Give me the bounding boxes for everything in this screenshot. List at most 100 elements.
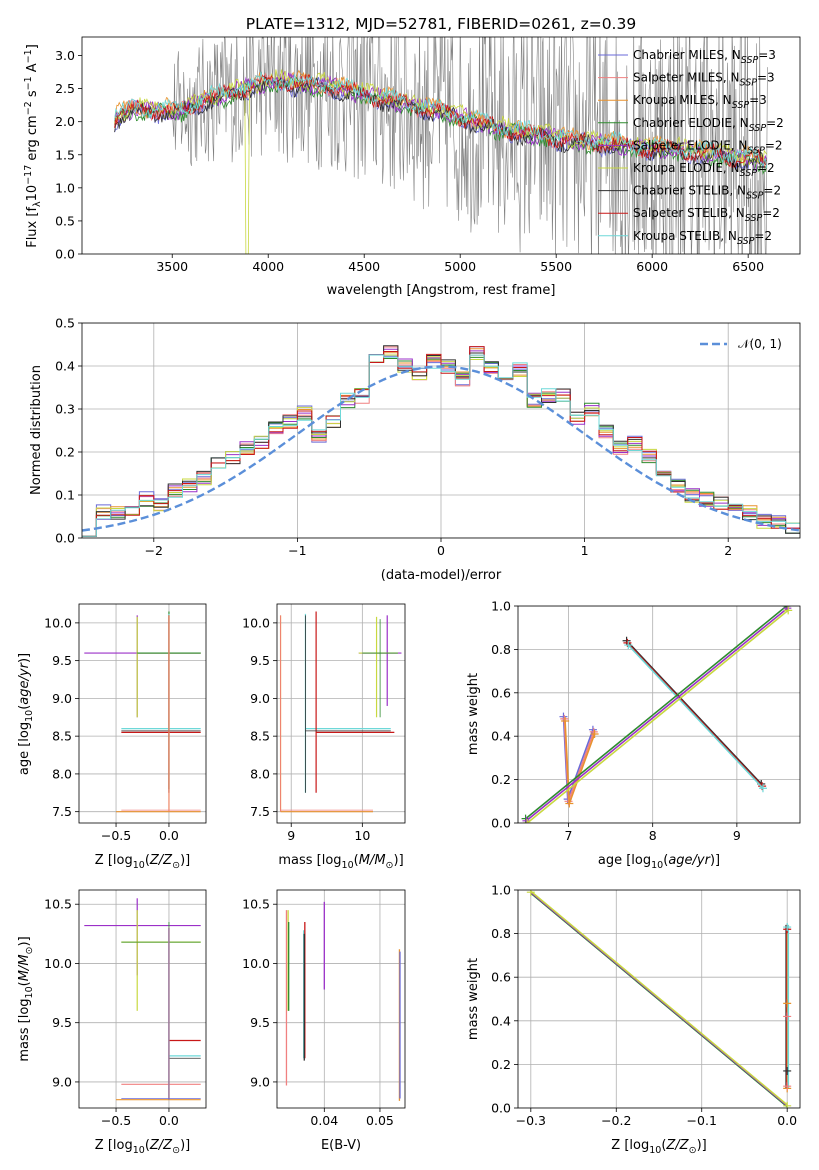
x-axis-label-part: Z/Z [149,1138,173,1153]
y-tick-label: 9.0 [52,1074,72,1089]
x-tick-label: 3500 [156,259,188,274]
x-tick-label: 9 [287,828,295,843]
weight-line-chabrier-elodie [526,606,787,819]
x-axis-label: wavelength [Angstrom, rest frame] [327,283,556,298]
y-axis-label-part: ] [25,44,40,49]
x-tick-label: 1 [581,543,589,558]
weight-line-kroupa-stelib [628,645,763,788]
y-tick-label: 0.8 [491,926,511,941]
legend-label-part: Chabrier STELIB, N [633,184,746,198]
y-axis-label-part: 10 [24,710,35,722]
legend-label: Chabrier STELIB, NSSP​=2 [633,184,781,202]
legend-label-part: =3 [749,93,767,107]
weight-point-marker [565,799,573,807]
weight-line-chabrier-stelib [627,641,762,784]
y-axis-label-part: A [25,63,40,76]
x-axis-label-part: Z/Z [665,1138,689,1153]
y-tick-label: 0.0 [55,531,75,546]
y-tick-label: 10.0 [44,615,72,630]
residuals-panel: −2−10120.00.10.20.30.40.5 [55,316,800,559]
residuals-panel-plot-area [82,323,800,538]
y-tick-label: 7.5 [52,804,72,819]
weight-point-marker [783,923,791,931]
x-tick-label: 5500 [540,259,572,274]
y-tick-label: 10.0 [242,615,270,630]
x-axis-label-part: )] [697,1138,707,1153]
weight-vs-age-panel: 7890.00.20.40.60.81.0 [491,599,800,844]
axes-frame [79,604,206,823]
x-axis-label-part: ⊙ [172,860,180,871]
x-tick-label: 5000 [444,259,476,274]
mass-vs-ebv-panel: 0.040.059.09.510.010.5 [242,890,405,1128]
y-tick-label: 7.5 [250,804,270,819]
weight-point-marker [783,1082,791,1090]
y-tick-label: 9.5 [52,653,72,668]
x-tick-label: −0.5 [101,1113,131,1128]
legend-label-part: Kroupa ELODIE, N [633,161,740,175]
x-tick-label: 0.04 [310,1113,338,1128]
y-tick-label: 1.0 [55,180,75,195]
legend-label-part: SSP [741,55,759,66]
legend-label-part: Chabrier MILES, N [633,48,741,62]
x-axis-label-part: Z/Z [149,853,173,868]
y-axis-label: Normed distribution [29,365,44,495]
x-axis-label-part: Z [log [95,1138,133,1153]
x-axis-label: age [log10​(age/yr)] [598,853,720,871]
y-tick-label: 0.5 [55,316,75,331]
y-tick-label: 9.5 [250,653,270,668]
age-vs-z-panel: −0.50.07.58.08.59.09.510.0 [44,604,206,843]
legend-label: Kroupa MILES, NSSP​=3 [633,93,767,111]
y-tick-label: 0.4 [491,729,511,744]
y-axis-label-part: mass [log [17,998,32,1061]
legend-label-part: SSP [737,236,755,247]
weight-line-salpeter-stelib [627,643,762,786]
age-vs-mass-panel-plot-area [277,604,405,823]
y-tick-label: 2.0 [55,114,75,129]
x-tick-label: 0.0 [159,1113,179,1128]
y-tick-label: 0.0 [491,816,511,831]
legend-label-part: =3 [758,48,776,62]
x-axis-label-part: 10 [651,860,663,871]
y-tick-label: 10.5 [44,897,72,912]
legend-label-part: =3 [757,71,775,85]
y-tick-label: 0.6 [491,970,511,985]
legend-label-part: =2 [763,184,781,198]
y-tick-label: 0.3 [55,402,75,417]
x-axis-label-part: )] [180,1138,190,1153]
weight-point-marker [561,717,569,725]
y-axis-label: mass weight [466,958,481,1040]
y-tick-label: 9.5 [250,1015,270,1030]
y-axis-label: mass weight [466,673,481,755]
y-axis-label-part: M/M [17,954,32,981]
y-tick-label: 0.2 [491,772,511,787]
y-tick-label: 1.0 [491,883,511,898]
age-vs-mass-panel: 9107.58.08.59.09.510.0 [242,604,405,843]
x-axis-label-part: mass [log [278,853,341,868]
x-tick-label: −0.1 [687,1113,717,1128]
y-axis-label-part: ⊙ [24,947,35,955]
x-tick-label: −0.2 [601,1113,631,1128]
x-axis-label-part: 10 [649,1145,661,1156]
x-axis-label-part: 10 [133,1145,145,1156]
x-tick-label: 0 [437,543,445,558]
weight-point-marker [783,1012,791,1020]
x-axis-label-part: ⊙ [172,1145,180,1156]
y-axis-label: age [log10​(age/yr)] [17,653,35,775]
x-tick-label: −2 [145,543,163,558]
x-axis-label: Z [log10​(Z/Z⊙​)] [95,1138,190,1156]
weight-point-marker [559,713,567,721]
y-tick-label: 0.2 [491,1057,511,1072]
weight-line-kroupa-miles [565,721,595,804]
x-tick-label: 10 [354,828,370,843]
y-tick-label: 10.0 [44,956,72,971]
x-axis-label: Z [log10​(Z/Z⊙​)] [611,1138,706,1156]
legend-label-part: SSP [746,191,764,202]
x-tick-label: 2 [724,543,732,558]
y-tick-label: 0.5 [55,213,75,228]
y-axis-label-part: age/yr [17,661,32,704]
x-axis-label: Z [log10​(Z/Z⊙​)] [95,853,190,871]
x-axis-label-part: Z [log [611,1138,649,1153]
legend-label-part: Salpeter MILES, N [633,71,740,85]
legend-label-part: Chabrier ELODIE, N [633,116,749,130]
